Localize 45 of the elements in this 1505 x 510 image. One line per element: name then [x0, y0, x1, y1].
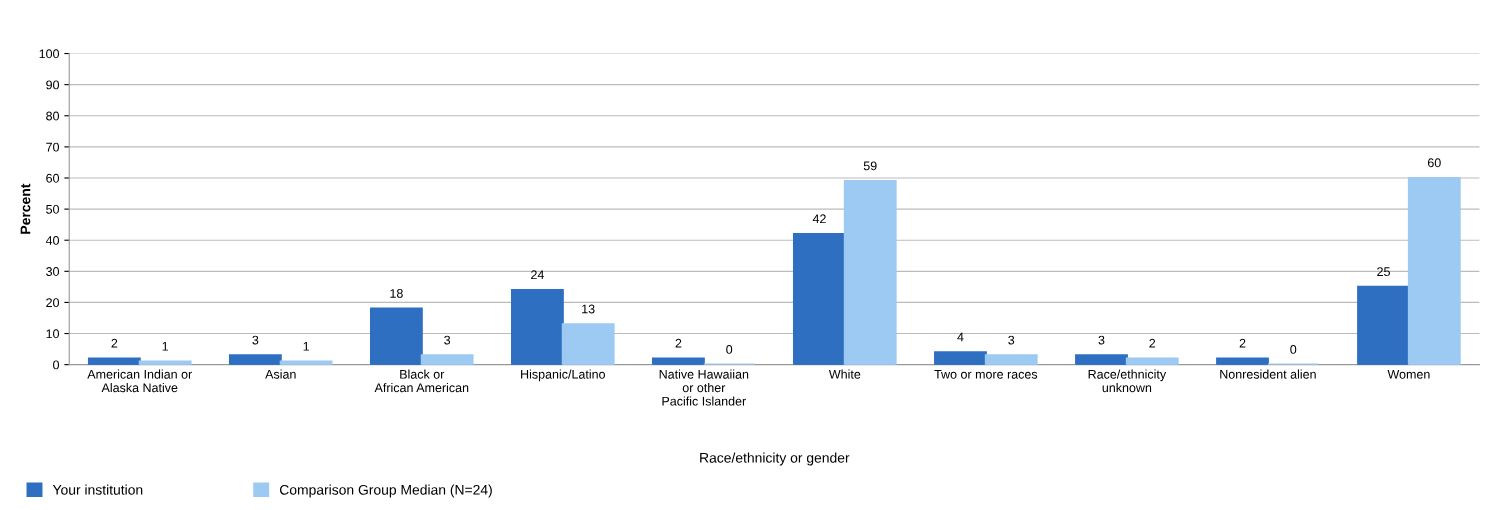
data-label: 60 [1427, 158, 1441, 168]
data-label: 24 [531, 270, 544, 280]
y-tick-label: 40 [45, 236, 60, 245]
data-label: 2 [1239, 338, 1246, 348]
data-label: 3 [1008, 335, 1015, 345]
data-label: 0 [1290, 344, 1297, 354]
data-label: 25 [1377, 267, 1390, 277]
legend-label: Comparison Group Median (N=24) [279, 484, 492, 498]
data-label: 1 [162, 342, 168, 351]
x-tick-label: Women [1387, 369, 1430, 379]
legend-label: Your institution [52, 484, 143, 495]
y-tick-label: 10 [46, 329, 60, 339]
x-tick-label: Hispanic/Latino [521, 369, 606, 382]
y-axis-title: Percent [20, 183, 31, 234]
data-label: 3 [252, 335, 259, 345]
data-label: 4 [957, 332, 964, 342]
x-tick-label: American Indian or Alaska Native [87, 369, 192, 393]
y-tick-label: 60 [46, 173, 60, 183]
x-tick-label: Native Hawaiian or other Pacific Islander [659, 369, 749, 406]
x-tick-label: White [828, 369, 861, 379]
data-label: 42 [812, 214, 826, 224]
x-tick-label: Black or African American [374, 369, 469, 393]
y-tick-label: 80 [46, 111, 60, 121]
x-axis-title: Race/ethnicity or gender [700, 452, 850, 466]
data-label: 3 [444, 335, 451, 345]
y-tick-label: 90 [46, 80, 60, 90]
y-tick-label: 30 [46, 267, 60, 276]
x-tick-label: Two or more races [934, 369, 1038, 379]
y-tick-label: 100 [39, 49, 60, 59]
x-tick-label: Asian [265, 369, 296, 379]
y-tick-label: 0 [53, 360, 60, 370]
x-tick-label: Race/ethnicity unknown [1088, 369, 1167, 393]
data-label: 2 [675, 338, 682, 348]
data-label: 1 [303, 342, 310, 351]
data-label: 59 [863, 161, 877, 171]
y-tick-label: 50 [46, 204, 60, 214]
data-label: 3 [1098, 335, 1105, 345]
data-label: 0 [726, 344, 733, 354]
data-label: 18 [390, 289, 403, 298]
data-label: 13 [582, 304, 595, 314]
data-label: 2 [1149, 338, 1156, 348]
y-tick-label: 20 [46, 298, 60, 308]
y-tick-label: 70 [46, 142, 60, 152]
data-label: 2 [111, 338, 118, 348]
x-tick-label: Nonresident alien [1220, 369, 1316, 379]
